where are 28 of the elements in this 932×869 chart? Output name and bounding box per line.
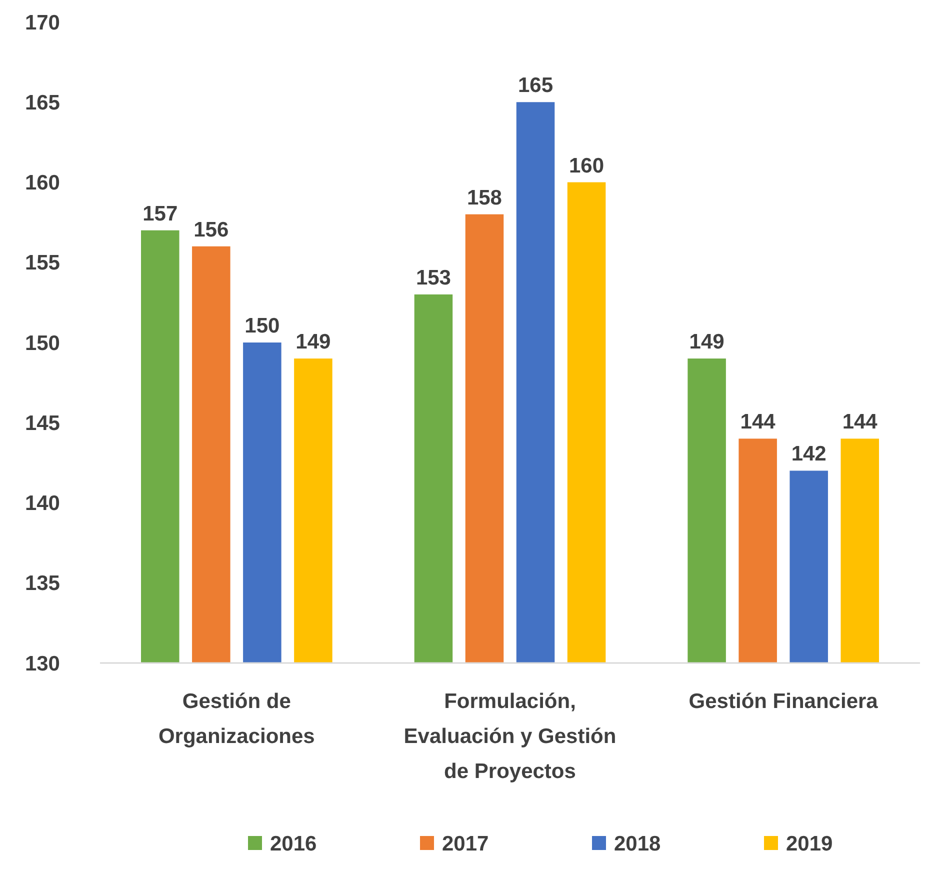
y-tick-label: 155 <box>24 252 60 275</box>
x-tick-label: Gestión Financiera <box>688 690 878 713</box>
y-tick-label: 140 <box>24 492 60 516</box>
data-label: 153 <box>416 266 451 290</box>
data-label: 149 <box>689 330 724 354</box>
x-tick-label: Gestión de Organizaciones <box>158 690 315 748</box>
data-label: 144 <box>740 410 776 434</box>
data-label: 157 <box>142 202 178 226</box>
y-tick-label: 145 <box>24 412 60 435</box>
data-label: 144 <box>842 410 878 434</box>
data-label: 142 <box>791 442 826 466</box>
data-label: 150 <box>244 314 280 338</box>
y-tick-label: 150 <box>24 332 60 355</box>
x-tick-label: Formulación, Evaluación y Gestión de Proyectos <box>404 690 616 783</box>
y-tick-label: 165 <box>24 91 60 114</box>
legend-label: 2016 <box>270 832 317 856</box>
y-tick-label: 130 <box>24 652 60 676</box>
legend-label: 2019 <box>786 832 833 856</box>
y-tick-label: 170 <box>24 11 60 34</box>
y-tick-label: 135 <box>24 572 60 596</box>
legend-label: 2018 <box>614 832 662 856</box>
data-label: 158 <box>466 186 502 210</box>
legend-label: 2017 <box>442 832 489 856</box>
y-tick-label: 160 <box>24 172 60 195</box>
data-label: 149 <box>296 330 331 354</box>
data-label: 160 <box>569 154 604 178</box>
data-label: 156 <box>194 218 229 242</box>
data-label: 165 <box>518 74 554 98</box>
